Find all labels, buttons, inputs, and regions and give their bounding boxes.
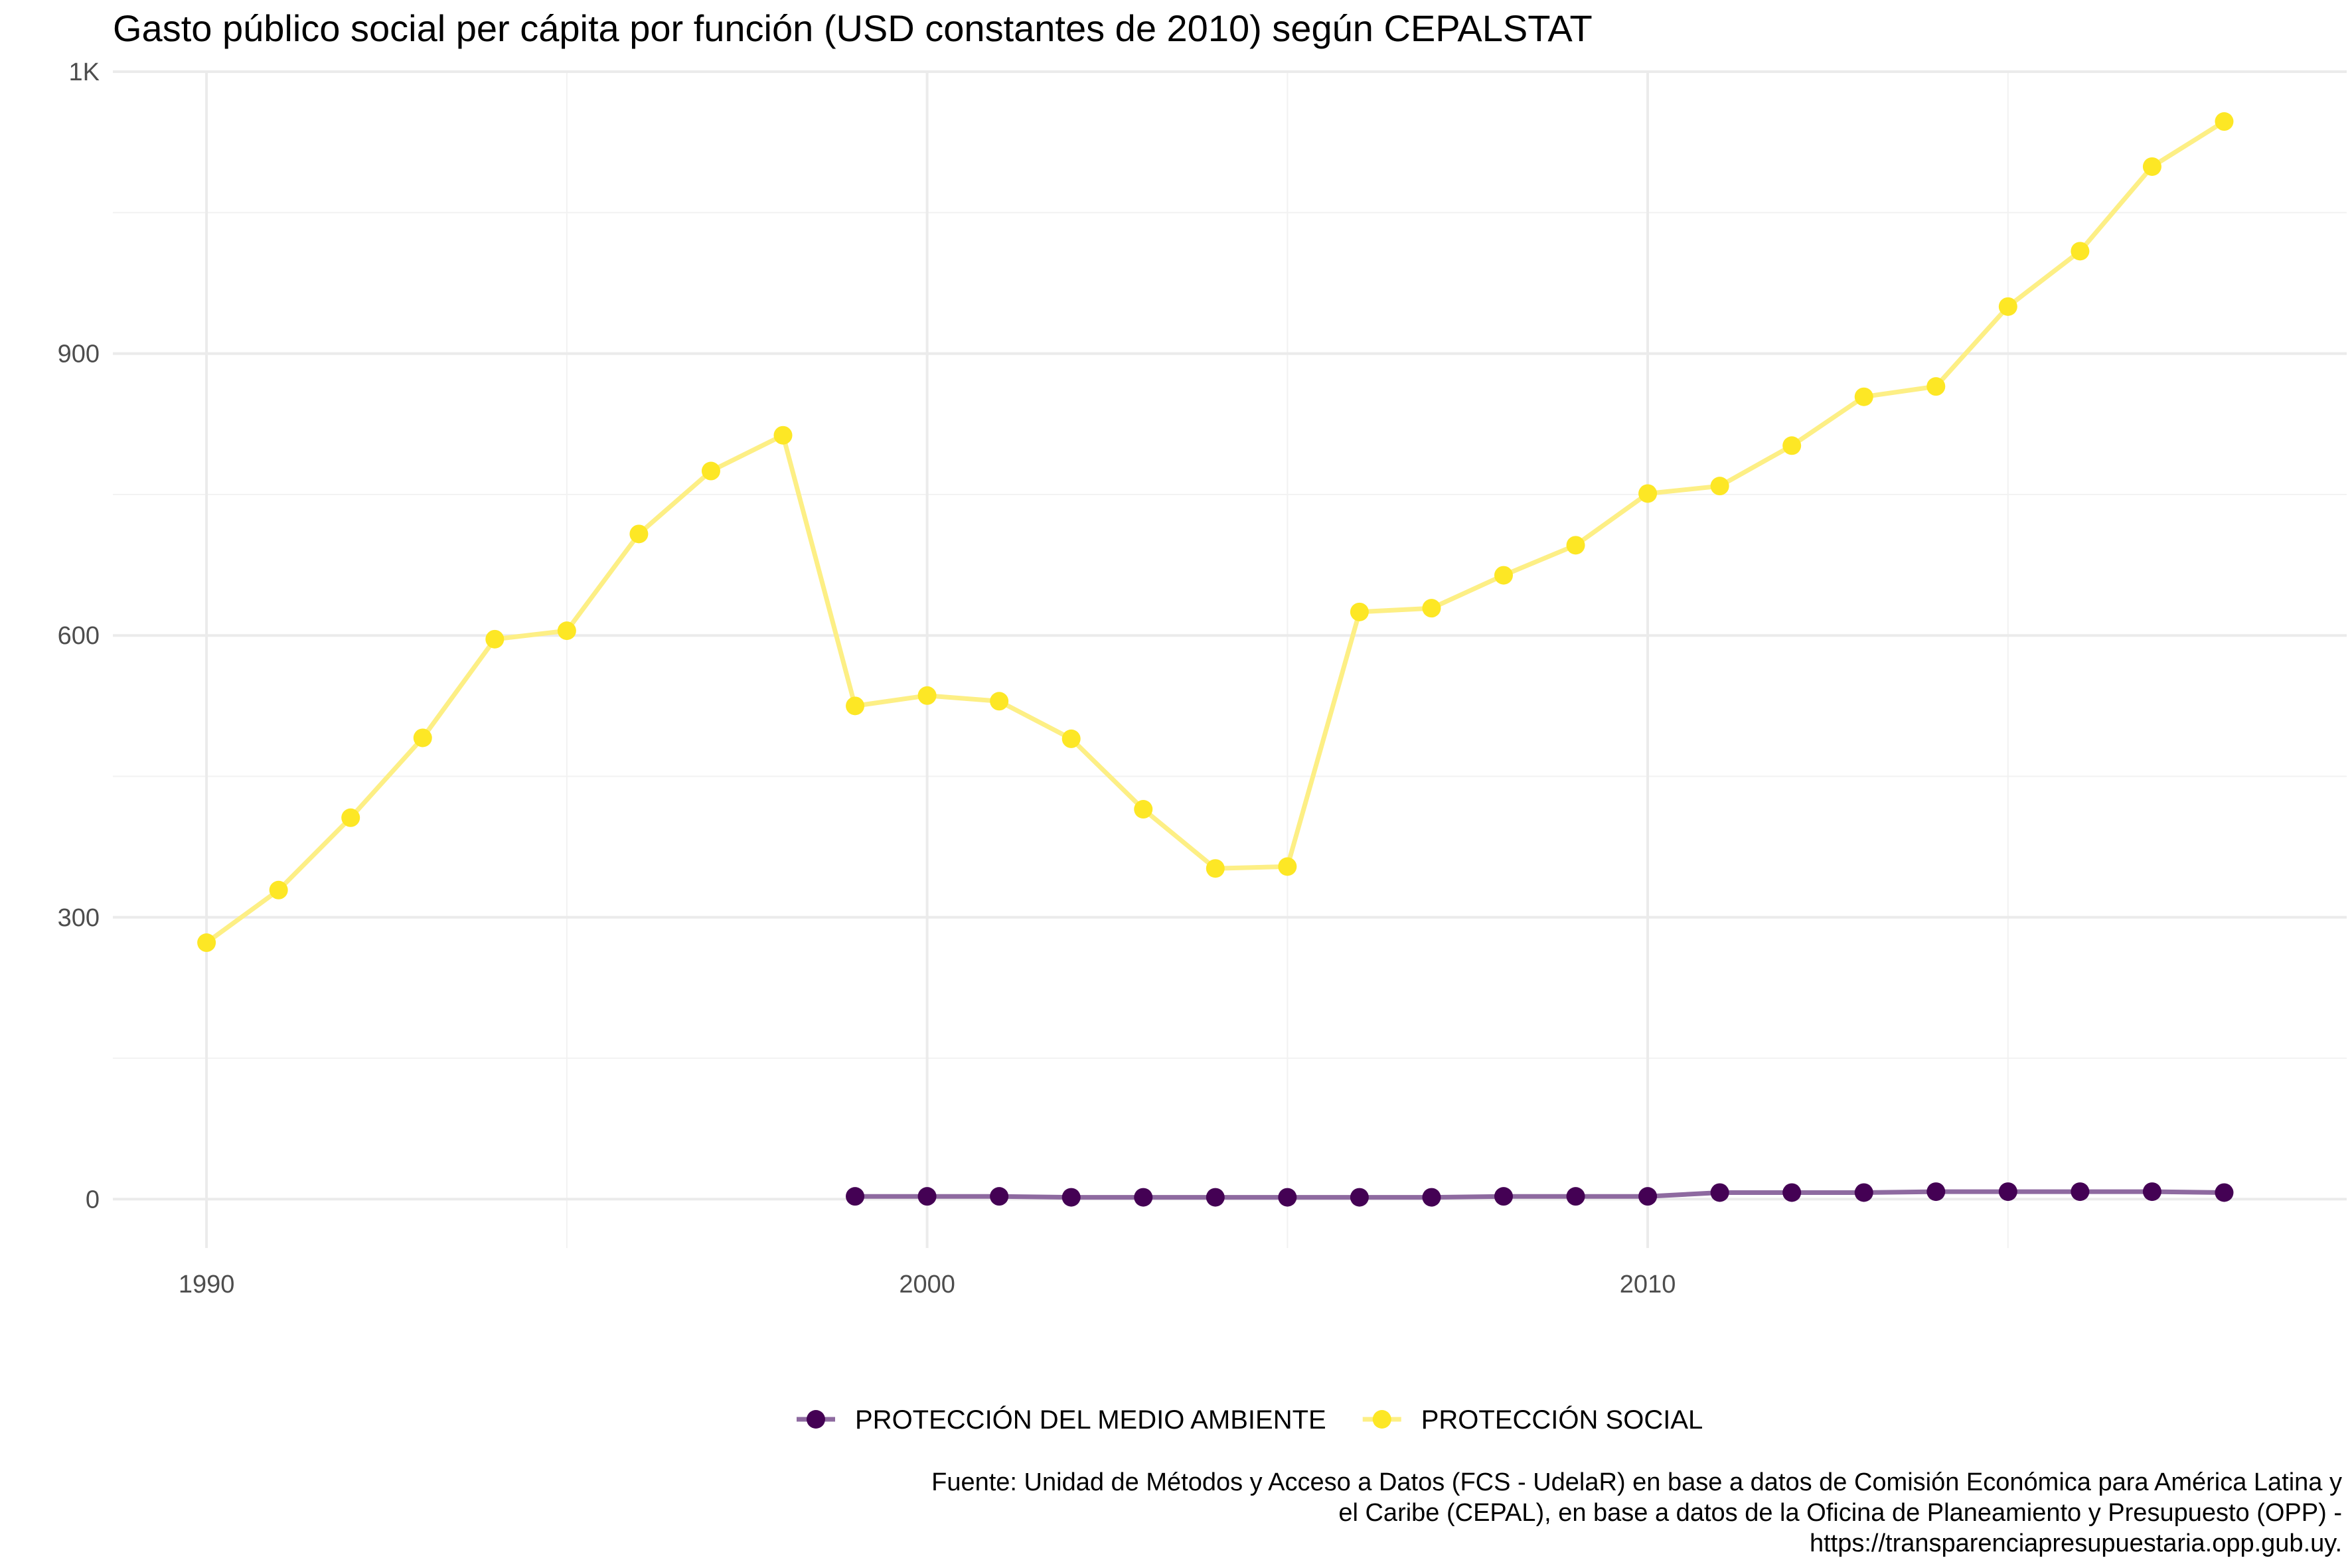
data-point-1 — [1494, 566, 1513, 585]
data-point-0 — [2215, 1183, 2234, 1202]
data-point-1 — [197, 933, 216, 953]
data-point-1 — [1278, 857, 1297, 876]
legend-label-1: PROTECCIÓN SOCIAL — [1421, 1405, 1703, 1435]
data-point-0 — [1494, 1187, 1513, 1206]
grid-lines — [113, 70, 2347, 1248]
data-point-1 — [2215, 112, 2234, 131]
series-line-0 — [855, 1189, 2225, 1200]
data-point-1 — [557, 621, 576, 641]
data-point-0 — [1854, 1183, 1873, 1202]
caption-line-1: Fuente: Unidad de Métodos y Acceso a Dat… — [931, 1468, 2342, 1496]
data-point-0 — [990, 1187, 1009, 1206]
data-point-1 — [773, 426, 793, 445]
chart-title: Gasto público social per cápita por func… — [113, 7, 1593, 49]
data-series — [197, 112, 2234, 1207]
source-caption: Fuente: Unidad de Métodos y Acceso a Dat… — [749, 1467, 2342, 1559]
data-point-0 — [1710, 1183, 1729, 1202]
y-tick-label: 1K — [69, 58, 100, 86]
x-tick-label: 2010 — [1620, 1271, 1676, 1298]
legend-key-point-1 — [1372, 1410, 1391, 1429]
data-point-0 — [1638, 1187, 1658, 1206]
data-point-1 — [1134, 800, 1153, 819]
y-tick-label: 600 — [58, 622, 100, 650]
data-point-1 — [701, 461, 720, 481]
y-tick-label: 0 — [86, 1186, 100, 1214]
data-point-0 — [846, 1187, 865, 1206]
data-point-1 — [917, 686, 937, 705]
data-point-1 — [1350, 602, 1369, 621]
data-point-0 — [1566, 1187, 1585, 1206]
caption-line-3: https://transparenciapresupuestaria.opp.… — [1809, 1529, 2342, 1557]
data-point-1 — [2142, 157, 2161, 176]
data-point-0 — [2071, 1182, 2090, 1202]
data-point-0 — [1998, 1182, 2017, 1202]
axis-tick-labels: 1990 2000 2010 0 300 600 900 1K — [58, 58, 1676, 1298]
data-point-0 — [917, 1187, 937, 1206]
data-point-1 — [1854, 387, 1873, 406]
data-point-0 — [1782, 1183, 1802, 1202]
legend-label-0: PROTECCIÓN DEL MEDIO AMBIENTE — [855, 1405, 1326, 1435]
data-point-0 — [1350, 1188, 1369, 1207]
data-point-1 — [1061, 729, 1081, 748]
data-point-1 — [1710, 477, 1729, 496]
data-point-1 — [485, 629, 505, 649]
x-tick-label: 1990 — [179, 1271, 235, 1298]
data-point-1 — [1206, 859, 1225, 878]
series-line-1 — [205, 119, 2226, 945]
data-point-1 — [1926, 377, 1946, 396]
data-point-1 — [1566, 536, 1585, 555]
data-point-0 — [1061, 1188, 1081, 1207]
data-point-1 — [413, 728, 432, 747]
data-point-0 — [1278, 1188, 1297, 1207]
y-tick-label: 300 — [58, 904, 100, 932]
data-point-1 — [2071, 242, 2090, 261]
data-point-1 — [1998, 297, 2017, 316]
data-point-1 — [1782, 436, 1802, 455]
data-point-1 — [1422, 599, 1441, 618]
legend: PROTECCIÓN DEL MEDIO AMBIENTE PROTECCIÓN … — [797, 1405, 1703, 1435]
y-tick-label: 900 — [58, 341, 100, 368]
data-point-1 — [990, 692, 1009, 711]
data-point-0 — [1422, 1188, 1441, 1207]
data-point-1 — [341, 808, 360, 827]
caption-line-2: el Caribe (CEPAL), en base a datos de la… — [1338, 1499, 2342, 1527]
legend-key-point-0 — [807, 1410, 825, 1429]
data-point-0 — [1206, 1188, 1225, 1207]
data-point-1 — [846, 696, 865, 716]
x-tick-label: 2000 — [899, 1271, 955, 1298]
data-point-0 — [1926, 1182, 1946, 1202]
data-point-1 — [269, 880, 288, 900]
data-point-0 — [2142, 1182, 2161, 1202]
data-point-1 — [1638, 484, 1658, 503]
data-point-1 — [629, 524, 649, 544]
data-point-0 — [1134, 1188, 1153, 1207]
